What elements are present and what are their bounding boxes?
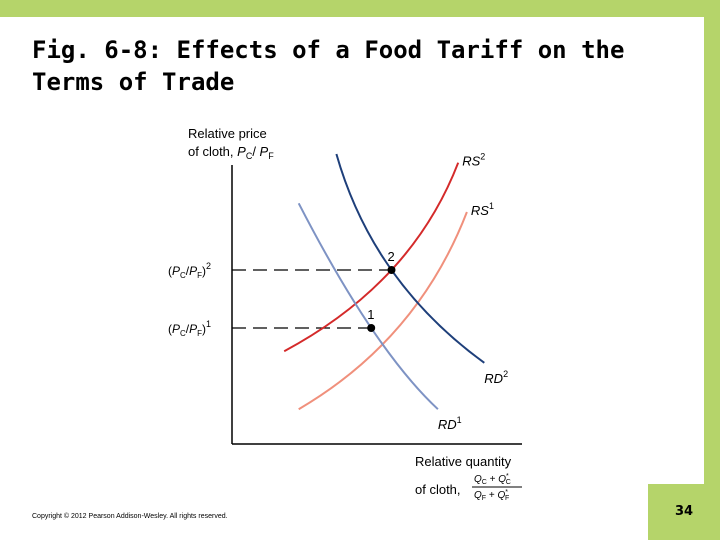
y-level-label-1: (PC/PF)1 [168,319,211,338]
y-axis-label-pf: P [260,144,269,159]
x-axis-label-line-1: Relative quantity [415,454,512,469]
label-rd1: RD1 [438,415,462,432]
y-level-1-pc-sub: C [180,329,186,338]
y-level-2-pf: P [189,264,197,278]
y-level-1-pf: P [189,322,197,336]
numerator-qstar: Q [498,474,506,485]
page-number: 34 [674,504,694,519]
label-rs1-main: RS [471,203,489,218]
y-level-2-pc: P [172,264,180,278]
equilibrium-point-1 [367,324,376,332]
y-axis-label-line-2: of cloth, PC/ PF [188,144,274,161]
y-level-1-open: ( [168,322,172,336]
label-rd2-sup: 2 [503,369,508,379]
y-level-2-pf-sub: F [197,271,202,280]
label-rd1-sup: 1 [457,415,462,425]
y-level-1-pc: P [172,322,180,336]
x-axis-label-denominator: QF + Q* F [474,489,509,502]
numerator-qstar-sup: * [506,473,509,480]
denominator-q-sub: F [482,495,486,502]
label-rd1-main: RD [438,417,457,432]
numerator-qstar-sub: C [506,479,511,486]
equilibrium-label-1: 1 [367,307,374,322]
x-axis-label-fraction: QC + Q* C QF + Q* F [472,473,522,502]
numerator-plus: + [487,474,498,485]
y-level-1-slash: / [186,322,190,336]
y-axis-label-line-1: Relative price [188,126,267,141]
copyright-notice: Copyright © 2012 Pearson Addison-Wesley.… [32,513,228,520]
equilibrium-point-2 [387,266,396,274]
y-level-2-slash: / [186,264,190,278]
y-level-labels: (PC/PF)2(PC/PF)1 [168,261,211,338]
right-accent-bar [704,0,720,540]
denominator-qstar-sup: * [505,489,508,496]
y-level-label-2: (PC/PF)2 [168,261,211,280]
y-axis-label-pf-sub: F [268,151,274,161]
y-level-1-sup: 1 [206,319,211,329]
curve-rs1 [298,211,468,411]
page-number-box: 34 [648,484,720,540]
label-rd2: RD2 [484,369,508,386]
y-level-1-close: ) [202,322,206,336]
y-axis-label-prefix: of cloth, [188,144,237,159]
slide-title-line-2: Terms of Trade [32,68,235,96]
x-axis-label-numerator: QC + Q* C [474,473,511,486]
y-level-2-pc-sub: C [180,271,186,280]
y-axis-label-slash: / [252,144,259,159]
curve-rd2 [335,153,485,364]
equilibrium-points: 21 [367,249,396,332]
y-level-2-open: ( [168,264,172,278]
label-rs2: RS2 [462,152,485,169]
top-accent-bar [0,0,720,17]
curves [283,153,485,411]
denominator-plus: + [486,490,497,501]
y-axis-label-pc: P [237,144,246,159]
label-rs2-sup: 2 [480,152,485,162]
label-rs2-main: RS [462,154,480,169]
denominator-qstar-sub: F [505,495,509,502]
guide-lines [232,269,392,329]
numerator-q: Q [474,474,482,485]
y-level-2-close: ) [202,264,206,278]
curve-rs2 [283,162,460,353]
numerator-q-sub: C [482,479,487,486]
y-level-1-pf-sub: F [197,329,202,338]
denominator-q: Q [474,490,482,501]
equilibrium-label-2: 2 [388,249,395,264]
label-rd2-main: RD [484,371,503,386]
label-rs1-sup: 1 [489,201,494,211]
denominator-qstar: Q [497,490,505,501]
slide-title: Fig. 6-8: Effects of a Food Tariff on th… [32,34,672,98]
slide-title-line-1: Fig. 6-8: Effects of a Food Tariff on th… [32,36,625,64]
y-axis-label-pc-sub: C [246,151,253,161]
y-level-2-sup: 2 [206,261,211,271]
x-axis-label-line-2: of cloth, [415,482,461,497]
label-rs1: RS1 [471,201,494,218]
